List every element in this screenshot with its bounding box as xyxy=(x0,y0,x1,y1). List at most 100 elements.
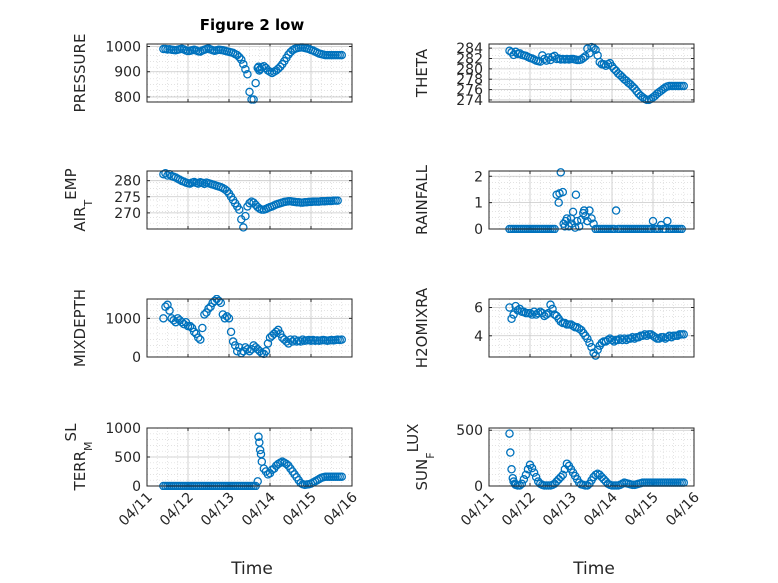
data-point xyxy=(587,214,596,223)
data-point xyxy=(630,84,639,93)
data-point xyxy=(249,95,258,104)
data-point xyxy=(189,327,199,337)
y-tick-label: 276 xyxy=(456,83,483,99)
data-point xyxy=(337,335,346,344)
data-point xyxy=(679,81,689,91)
data-point xyxy=(673,331,682,341)
data-series xyxy=(505,429,689,490)
data-point xyxy=(558,470,568,480)
data-point xyxy=(220,314,230,323)
data-point xyxy=(243,345,252,354)
data-point xyxy=(562,459,572,468)
panel-pressure: 800 900 1000 PRESSURE xyxy=(71,34,353,113)
data-point xyxy=(230,341,240,350)
data-point xyxy=(159,314,168,323)
data-point xyxy=(579,53,588,63)
data-point xyxy=(163,171,172,180)
data-point xyxy=(640,330,650,339)
data-point xyxy=(337,472,346,481)
data-point xyxy=(288,337,297,346)
x-tick-label: 04/15 xyxy=(622,490,662,530)
y-axis-label: MIXDEPTH xyxy=(71,289,89,367)
y-tick-label: 500 xyxy=(456,423,483,439)
axes-box xyxy=(146,298,353,358)
data-point xyxy=(165,306,174,315)
data-point xyxy=(583,334,592,343)
axes-box xyxy=(146,427,353,487)
data-point xyxy=(579,206,589,215)
data-series xyxy=(505,300,689,360)
data-point xyxy=(542,310,551,319)
x-tick-label: 04/13 xyxy=(198,490,238,530)
y-tick-label: 1 xyxy=(474,196,483,212)
data-point xyxy=(254,432,263,441)
y-axis-label: AIRTEMP xyxy=(62,168,95,231)
data-point xyxy=(650,332,660,342)
data-point xyxy=(607,335,617,345)
data-point xyxy=(228,48,238,58)
data-point xyxy=(271,327,281,337)
axes-box xyxy=(146,170,353,230)
x-tick-label: 04/12 xyxy=(157,490,197,530)
data-point xyxy=(185,321,195,331)
data-point xyxy=(505,303,514,312)
y-tick-label: 0 xyxy=(132,479,141,495)
data-series xyxy=(159,43,346,104)
data-point xyxy=(169,316,178,325)
data-point xyxy=(663,216,672,226)
y-tick-label: 900 xyxy=(114,65,141,81)
x-tick-label: 04/15 xyxy=(280,490,320,530)
data-point xyxy=(546,300,555,309)
data-point xyxy=(505,429,514,438)
data-point xyxy=(667,332,676,342)
data-series xyxy=(159,295,346,359)
data-point xyxy=(519,307,529,316)
data-point xyxy=(163,300,172,310)
panel-terr-msl: 0 500 1000 TERRMSL 04/11 04/12 04/13 04/14 04/15… xyxy=(62,421,361,529)
data-point xyxy=(239,59,248,69)
y-tick-label: 0 xyxy=(132,350,141,366)
data-point xyxy=(251,78,260,88)
axes-box xyxy=(488,298,695,358)
x-tick-label: 04/11 xyxy=(116,490,156,530)
panel-rainfall: 0 1 2 RAINFALL xyxy=(413,164,695,238)
data-point xyxy=(237,55,246,64)
data-point xyxy=(204,304,213,313)
data-point xyxy=(243,70,252,79)
data-point xyxy=(663,332,672,342)
data-point xyxy=(193,333,203,342)
data-point xyxy=(544,53,553,62)
y-axis-label: THETA xyxy=(413,48,431,98)
y-tick-label: 270 xyxy=(114,206,141,222)
panel-mixdepth: 0 1000 MIXDEPTH xyxy=(71,289,353,367)
y-tick-label: 280 xyxy=(114,174,141,190)
data-point xyxy=(562,214,572,223)
data-point xyxy=(224,314,234,323)
data-point xyxy=(654,334,664,343)
data-point xyxy=(177,317,187,327)
x-tick-label: 04/13 xyxy=(540,490,580,530)
data-point xyxy=(245,198,254,208)
y-tick-label: 282 xyxy=(456,52,483,68)
data-point xyxy=(275,62,285,71)
data-point xyxy=(507,314,516,324)
data-point xyxy=(171,173,180,182)
axes-box xyxy=(488,427,695,487)
y-axis-label: SUNFLUX xyxy=(404,424,437,491)
data-point xyxy=(265,67,275,76)
y-tick-label: 278 xyxy=(456,72,483,88)
data-point xyxy=(531,472,541,482)
data-point xyxy=(226,327,236,337)
panel-h2omixra: 4 6 H2OMIXRA xyxy=(413,287,695,368)
y-tick-label: 284 xyxy=(456,41,483,57)
data-point xyxy=(296,337,305,346)
y-tick-label: 274 xyxy=(456,93,483,109)
y-axis-label: PRESSURE xyxy=(71,34,89,113)
data-point xyxy=(198,323,207,333)
data-point xyxy=(196,335,205,344)
data-point xyxy=(548,304,557,314)
y-tick-label: 0 xyxy=(474,479,483,495)
y-tick-label: 1000 xyxy=(105,311,141,327)
data-point xyxy=(589,43,598,53)
